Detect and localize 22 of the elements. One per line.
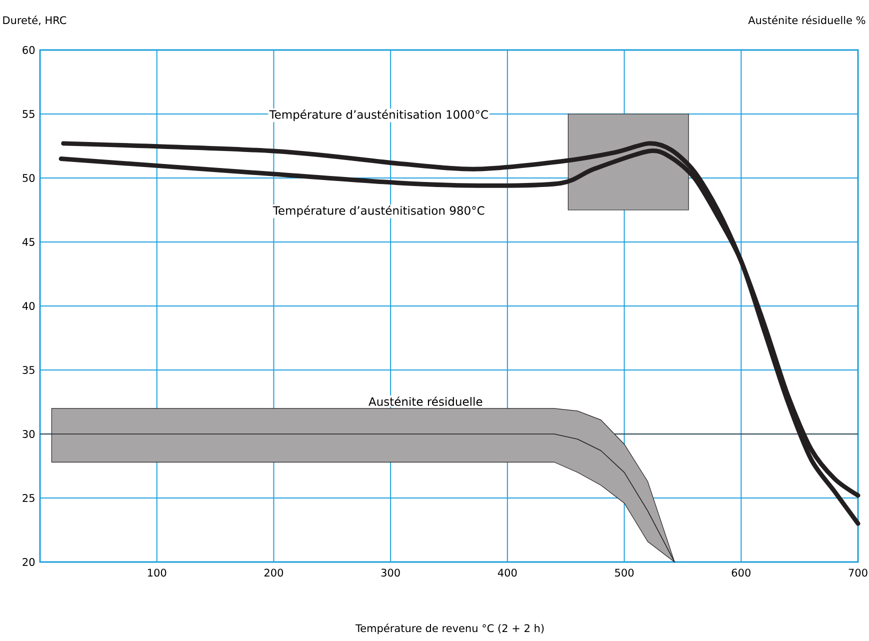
x-tick-label: 500 <box>615 568 634 577</box>
y-axis-title: Dureté, HRC <box>3 16 66 26</box>
x-tick-label: 700 <box>848 568 868 577</box>
text: Austénite résiduelle <box>368 396 482 406</box>
x-tick-label: 600 <box>732 568 750 577</box>
y-tick-label: 60 <box>22 46 35 54</box>
x-tick-label: 300 <box>381 568 400 577</box>
y-tick-label: 25 <box>22 494 34 502</box>
text: Température d’austénitisation 1000°C <box>269 109 488 122</box>
y-tick-label: 45 <box>22 238 34 246</box>
x-tick-label: 100 <box>148 568 166 577</box>
y-tick-label: 35 <box>22 366 34 374</box>
y-tick-label: 40 <box>22 302 35 310</box>
y2-axis-title: Austénite résiduelle % <box>748 16 866 24</box>
y-tick-label: 55 <box>22 110 34 118</box>
y-tick-label: 50 <box>22 174 35 182</box>
y-tick-label: 30 <box>22 430 35 438</box>
series-label: Température d’austénitisation 980°C <box>272 205 484 218</box>
x-axis-title: Température de revenu °C (2 + 2 h) <box>355 624 544 634</box>
x-tick-label: 200 <box>264 568 284 577</box>
x-tick-label: 400 <box>498 568 517 577</box>
y-tick-label: 20 <box>22 558 35 566</box>
